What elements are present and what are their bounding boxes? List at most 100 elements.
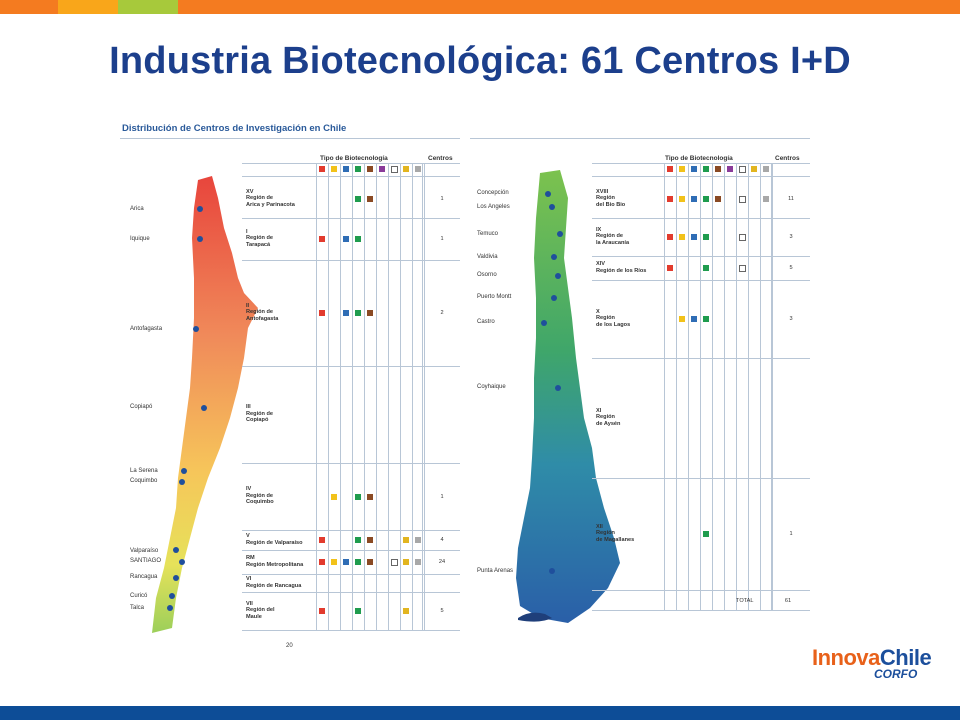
city-dot [555, 385, 561, 391]
legend-swatch [391, 166, 398, 173]
legend-swatch [739, 166, 746, 173]
chile-map-figure: Distribución de Centros de Investigación… [120, 118, 820, 658]
city-label: Iquique [130, 236, 150, 242]
city-dot [169, 593, 175, 599]
category-marker [319, 310, 325, 316]
centros-count: 3 [789, 234, 793, 240]
centros-count: 24 [438, 559, 446, 565]
city-label: Osorno [477, 272, 497, 278]
right-col-tipo-header: Tipo de Biotecnología [665, 155, 733, 162]
category-marker [739, 196, 746, 203]
category-marker [667, 196, 673, 202]
category-marker [703, 316, 709, 322]
centros-count: 5 [789, 265, 793, 271]
category-marker [703, 265, 709, 271]
category-marker [367, 196, 373, 202]
category-marker [679, 316, 685, 322]
city-dot [551, 295, 557, 301]
category-marker [367, 537, 373, 543]
region-label: I Región de Tarapacá [246, 228, 274, 248]
region-label: VI Región de Rancagua [246, 576, 302, 589]
city-dot [181, 468, 187, 474]
category-marker [355, 236, 361, 242]
city-label: Copiapó [130, 404, 153, 410]
category-marker [415, 559, 421, 565]
innovachile-corfo-logo: InnovaChile CORFO [812, 645, 932, 690]
centros-count: 1 [440, 493, 444, 500]
city-dot [555, 273, 561, 279]
category-marker [355, 196, 361, 202]
centros-count: 5 [440, 608, 444, 614]
region-label: IX Región de la Araucanía [596, 226, 630, 246]
city-label: La Serena [130, 468, 158, 474]
category-marker [403, 559, 409, 565]
city-dot [193, 326, 199, 332]
legend-swatch [379, 166, 385, 172]
region-label: X Región de los Lagos [596, 308, 631, 328]
city-dot [197, 206, 203, 212]
category-marker [667, 265, 673, 271]
category-marker [739, 265, 746, 272]
city-label: Los Angeles [477, 204, 510, 210]
bottom-color-bar [0, 706, 960, 720]
city-dot [167, 605, 173, 611]
top-color-bar [0, 0, 960, 14]
city-dot [545, 191, 551, 197]
category-marker [367, 310, 373, 316]
category-marker [343, 236, 349, 242]
category-marker [703, 531, 709, 537]
city-dot [179, 559, 185, 565]
city-label: Antofagasta [130, 326, 163, 332]
category-marker [691, 196, 697, 202]
centros-count: 3 [789, 316, 793, 322]
city-label: Rancagua [130, 574, 158, 580]
region-label: V Región de Valparaíso [246, 533, 303, 546]
category-marker [415, 537, 421, 543]
city-label: Valparaíso [130, 548, 159, 554]
centros-count: 1 [440, 236, 444, 242]
city-label: Concepción [477, 190, 509, 196]
legend-swatch [751, 166, 757, 172]
city-dot [551, 254, 557, 260]
category-marker [355, 310, 361, 316]
region-label: XVIII Región del Bio Bio [596, 188, 626, 208]
category-marker [331, 493, 337, 500]
city-dot [179, 479, 185, 485]
legend-swatch [403, 166, 409, 172]
centros-count: 11 [788, 196, 794, 202]
region-label: XV Región de Arica y Parinacota [246, 188, 295, 208]
region-label: XIV Región de los Ríos [596, 261, 647, 274]
category-marker [703, 234, 709, 240]
category-marker [355, 493, 361, 500]
category-marker [319, 537, 325, 543]
category-marker [355, 608, 361, 614]
legend-swatch [703, 166, 709, 172]
category-marker [367, 559, 373, 565]
category-marker [319, 608, 325, 614]
centros-count: 1 [440, 196, 444, 202]
logo-corfo: CORFO [874, 667, 918, 681]
category-marker [763, 196, 769, 202]
category-marker [343, 559, 349, 565]
category-marker [403, 608, 409, 614]
category-marker [715, 196, 721, 202]
logo-innova: Innova [812, 645, 880, 670]
page-title: Industria Biotecnológica: 61 Centros I+D [109, 40, 851, 82]
legend-swatch [691, 166, 697, 172]
legend-swatch [367, 166, 373, 172]
city-dot [201, 405, 207, 411]
category-marker [343, 310, 349, 316]
legend-swatch [331, 166, 337, 172]
city-dot [173, 575, 179, 581]
legend-swatch [715, 166, 721, 172]
category-marker [403, 537, 409, 543]
city-dot [549, 568, 555, 574]
city-label: Curicó [130, 593, 148, 599]
category-marker [691, 234, 697, 240]
category-marker [319, 559, 325, 565]
city-label: Castro [477, 319, 495, 325]
legend-swatch [763, 166, 769, 172]
category-marker [331, 559, 337, 565]
region-label: II Región de Antofagasta [246, 302, 279, 322]
total-label: TOTAL [736, 598, 754, 604]
